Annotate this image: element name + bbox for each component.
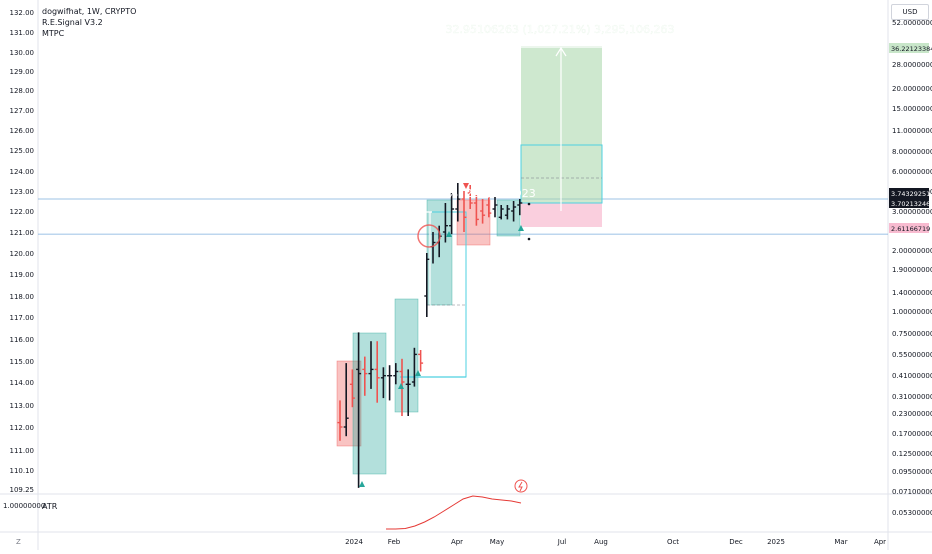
highlight-circle — [417, 224, 441, 248]
time-tick-label: Apr — [874, 538, 886, 546]
left-tick-label: 127.00 — [10, 107, 35, 115]
right-tick-label: 0.41000000 — [892, 372, 932, 380]
left-tick-label: 111.00 — [10, 447, 35, 455]
time-tick-label: Oct — [667, 538, 679, 546]
left-tick-label: 128.00 — [10, 87, 35, 95]
chart-legend: dogwifhat, 1W, CRYPTO R.E.Signal V3.2 MT… — [42, 6, 136, 39]
right-tick-label: 0.31000000 — [892, 393, 932, 401]
right-tick-label: 11.00000000 — [892, 127, 932, 135]
time-tick-label: Feb — [388, 538, 401, 546]
currency-button[interactable]: USD — [891, 4, 929, 20]
buy-signal-triangle — [415, 370, 421, 376]
left-tick-label: 130.00 — [10, 49, 35, 57]
right-tick-label: 0.17000000 — [892, 430, 932, 438]
right-tick-label: 1.90000000 — [892, 266, 932, 274]
left-tick-label: 119.00 — [10, 271, 35, 279]
price-badge — [889, 198, 929, 208]
buy-signal-triangle — [359, 481, 365, 487]
right-tick-label: 1.40000000 — [892, 289, 932, 297]
buy-signal-triangle — [398, 383, 404, 389]
buy-signal-triangle — [518, 225, 524, 231]
right-tick-label: 15.00000000 — [892, 105, 932, 113]
right-tick-label: 52.00000000 — [892, 19, 932, 27]
left-tick-label: 124.00 — [10, 168, 35, 176]
left-price-axis[interactable]: 132.00 131.00 130.00 129.00 128.00 127.00 126.… — [10, 9, 35, 494]
right-tick-label: 3.00000000 — [892, 208, 932, 216]
signal-zone-box — [456, 199, 491, 246]
price-badge — [889, 188, 929, 198]
price-badge — [889, 43, 929, 53]
right-tick-label: 28.00000000 — [892, 61, 932, 69]
lightning-marker — [514, 479, 528, 493]
legend-indicator-1[interactable]: R.E.Signal V3.2 — [42, 18, 103, 27]
left-tick-label: 125.00 — [10, 147, 35, 155]
atr-pane-tick: 1.00000000 — [3, 502, 45, 510]
zones-layer — [38, 46, 888, 475]
time-tick-label: Jul — [557, 538, 567, 546]
left-tick-label: 131.00 — [10, 29, 35, 37]
left-tick-label: 116.00 — [10, 336, 35, 344]
right-tick-label: 8.00000000 — [892, 148, 932, 156]
sell-signal-triangle — [463, 183, 469, 189]
time-tick-label: Apr — [451, 538, 463, 546]
time-tick-label: 2025 — [767, 538, 785, 546]
right-tick-label: 0.09500000 — [892, 468, 932, 476]
corner-label: Z — [16, 538, 21, 546]
left-tick-label: 122.00 — [10, 208, 35, 216]
right-tick-label: 0.05300000 — [892, 509, 932, 517]
left-tick-label: 123.00 — [10, 188, 35, 196]
right-tick-label: 20.00000000 — [892, 85, 932, 93]
left-tick-label: 112.00 — [10, 424, 35, 432]
left-tick-label: 115.00 — [10, 358, 35, 366]
left-tick-label: 113.00 — [10, 402, 35, 410]
time-tick-label: 2024 — [345, 538, 363, 546]
left-tick-label: 109.25 — [10, 486, 35, 494]
right-tick-label: 0.23000000 — [892, 410, 932, 418]
left-tick-label: 114.00 — [10, 379, 35, 387]
price-badge-label: 3.74329251 — [891, 190, 930, 198]
time-tick-label: Dec — [729, 538, 743, 546]
left-tick-label: 121.00 — [10, 229, 35, 237]
time-tick-label: May — [490, 538, 504, 546]
time-axis[interactable]: 2024 Feb Apr May Jul Aug Oct Dec 2025 Mar Apr — [345, 538, 886, 546]
left-tick-label: 117.00 — [10, 314, 35, 322]
legend-symbol[interactable]: dogwifhat, 1W, CRYPTO — [42, 7, 137, 16]
right-tick-label: 6.00000000 — [892, 168, 932, 176]
time-tick-label: Mar — [834, 538, 847, 546]
atr-label: ATR — [42, 502, 58, 511]
right-tick-label: 0.07100000 — [892, 488, 932, 496]
atr-pane — [386, 495, 522, 530]
buy-signal-triangle — [446, 231, 452, 237]
left-tick-label: 120.00 — [10, 250, 35, 258]
measure-label-mid: 2.90574023 (1,027.54%) 290,574,023 — [324, 187, 535, 200]
left-tick-label: 129.00 — [10, 68, 35, 76]
lightning-icon — [518, 481, 523, 492]
right-tick-label: 0.75000000 — [892, 330, 932, 338]
measure-arrow-head — [555, 46, 567, 57]
price-badge-label: 36.22123384 — [891, 45, 932, 53]
marks-layer — [359, 183, 531, 493]
left-tick-label: 132.00 — [10, 9, 35, 17]
right-tick-label: 2.00000000 — [892, 247, 932, 255]
right-tick-label: 0.55000000 — [892, 351, 932, 359]
left-tick-label: 118.00 — [10, 293, 35, 301]
right-tick-label: 1.00000000 — [892, 308, 932, 316]
left-tick-label: 126.00 — [10, 127, 35, 135]
time-tick-label: Aug — [594, 538, 608, 546]
measure-label-top: 32.95106263 (1,027.21%) 3,295,106,263 — [446, 23, 675, 36]
price-badges: 36.22123384 3.74329251 3.70213246 2.6116671… — [889, 43, 932, 233]
price-badge-label: 2.61166719 — [891, 225, 930, 233]
price-badge-label: 3.70213246 — [891, 200, 930, 208]
dot-marker — [527, 202, 531, 206]
left-tick-label: 110.10 — [10, 467, 35, 475]
right-tick-label: 0.12500000 — [892, 450, 932, 458]
dot-marker — [527, 237, 531, 241]
signal-zone-box — [336, 360, 362, 447]
atr-line — [386, 495, 522, 530]
price-badge — [889, 223, 929, 233]
legend-indicator-2[interactable]: MTPC — [42, 29, 65, 38]
